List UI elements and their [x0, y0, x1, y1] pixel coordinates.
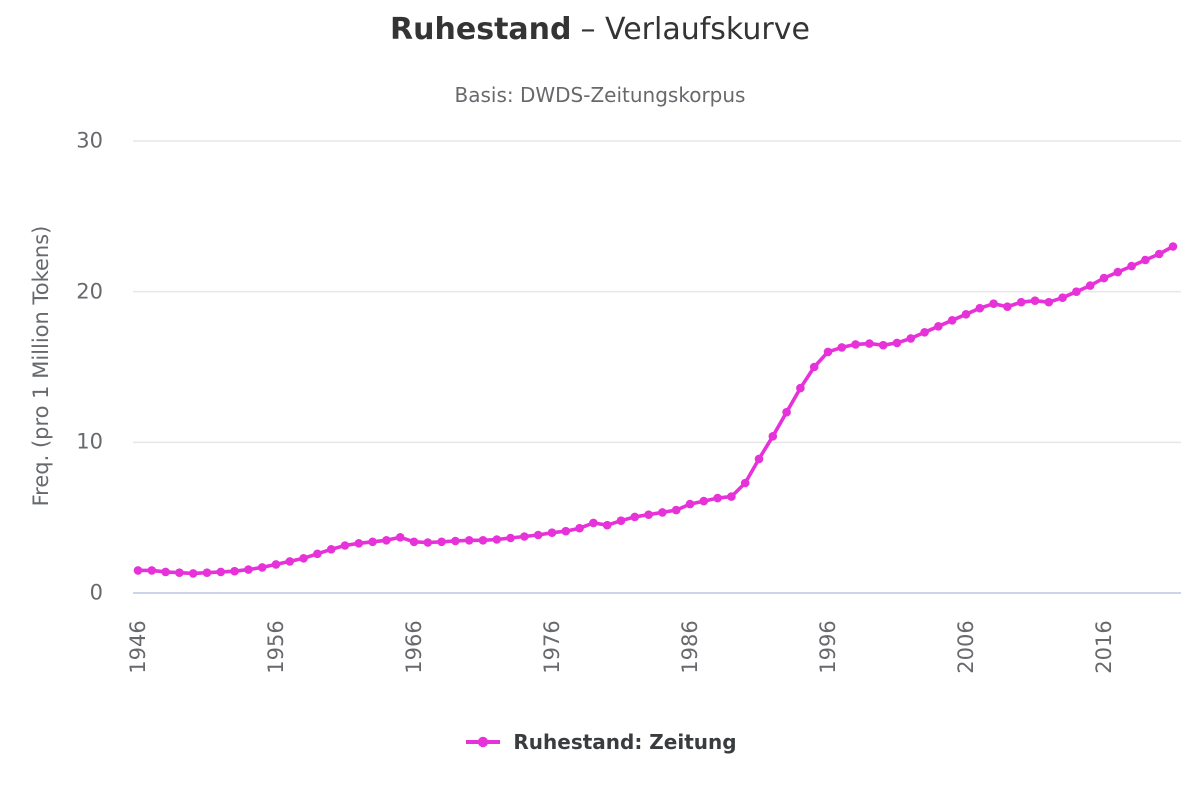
data-point-1962[interactable] [354, 539, 364, 548]
data-point-2006[interactable] [961, 310, 971, 319]
data-point-1988[interactable] [713, 493, 722, 503]
data-point-1970[interactable] [464, 536, 474, 545]
data-point-2007[interactable] [975, 303, 985, 313]
data-point-2015[interactable] [1085, 281, 1095, 290]
data-point-2018[interactable] [1127, 261, 1136, 271]
title-keyword: Ruhestand [390, 12, 572, 47]
data-point-1963[interactable] [368, 537, 377, 547]
data-point-1978[interactable] [575, 523, 584, 533]
data-point-1974[interactable] [520, 532, 529, 541]
data-point-1984[interactable] [658, 508, 667, 517]
data-point-2004[interactable] [934, 322, 943, 331]
data-point-1976[interactable] [547, 528, 557, 537]
data-point-1950[interactable] [188, 569, 198, 578]
data-point-1992[interactable] [768, 432, 778, 441]
x-tick-label: 1976 [540, 620, 564, 674]
data-point-1996[interactable] [823, 347, 833, 357]
data-point-2014[interactable] [1072, 287, 1081, 297]
data-point-2003[interactable] [920, 328, 929, 337]
legend-line-icon [466, 736, 501, 748]
data-point-1982[interactable] [630, 512, 640, 522]
data-point-2002[interactable] [906, 334, 916, 343]
data-point-2009[interactable] [1003, 302, 1012, 312]
data-point-1960[interactable] [326, 545, 336, 554]
chart-subtitle: Basis: DWDS-Zeitungskorpus [454, 83, 746, 107]
data-point-1973[interactable] [506, 533, 515, 543]
data-point-1993[interactable] [782, 407, 791, 417]
data-point-1986[interactable] [685, 499, 695, 509]
data-point-1990[interactable] [740, 478, 750, 488]
data-point-1981[interactable] [616, 516, 626, 525]
data-point-1999[interactable] [865, 339, 874, 348]
data-point-1969[interactable] [451, 536, 460, 546]
page-title: Ruhestand – Verlaufskurve [0, 12, 1200, 47]
data-point-1989[interactable] [727, 492, 736, 501]
x-tick-label: 1986 [678, 620, 702, 674]
data-point-1998[interactable] [851, 340, 860, 349]
x-tick-label: 1946 [126, 620, 150, 674]
data-point-2012[interactable] [1044, 297, 1054, 307]
data-point-2013[interactable] [1058, 293, 1067, 303]
data-point-1961[interactable] [340, 541, 350, 550]
data-point-1995[interactable] [809, 362, 819, 372]
data-point-2005[interactable] [947, 316, 957, 325]
data-point-1953[interactable] [230, 566, 239, 576]
data-point-1946[interactable] [133, 566, 143, 575]
data-point-2000[interactable] [878, 340, 888, 350]
data-point-2020[interactable] [1154, 249, 1164, 259]
data-point-1983[interactable] [644, 510, 653, 519]
x-tick-label: 1996 [816, 620, 840, 674]
data-point-1997[interactable] [837, 343, 847, 352]
y-tick-label: 0 [89, 580, 103, 605]
y-tick-label: 10 [76, 429, 103, 454]
legend-item[interactable]: Ruhestand: Zeitung [0, 730, 1200, 754]
data-point-1987[interactable] [699, 496, 709, 506]
data-point-1971[interactable] [478, 536, 488, 545]
data-point-1994[interactable] [796, 383, 805, 393]
data-point-2017[interactable] [1113, 267, 1123, 277]
data-point-2019[interactable] [1141, 255, 1150, 265]
data-point-1977[interactable] [561, 526, 571, 536]
data-point-1966[interactable] [409, 537, 419, 547]
data-point-1965[interactable] [395, 533, 405, 542]
y-tick-label: 20 [76, 279, 103, 304]
x-tick-label: 2006 [954, 620, 978, 674]
data-point-1955[interactable] [257, 563, 267, 572]
data-point-1991[interactable] [754, 454, 764, 464]
data-point-2010[interactable] [1016, 297, 1026, 307]
data-point-2008[interactable] [989, 299, 998, 309]
data-point-1948[interactable] [161, 567, 170, 577]
data-point-1979[interactable] [589, 518, 598, 528]
data-point-2001[interactable] [892, 338, 902, 348]
data-point-1967[interactable] [423, 538, 433, 547]
x-tick-label: 2016 [1092, 620, 1116, 674]
data-point-1956[interactable] [271, 560, 281, 569]
data-point-2021[interactable] [1168, 242, 1178, 251]
data-point-1968[interactable] [437, 537, 446, 547]
title-suffix: – Verlaufskurve [580, 12, 810, 47]
data-point-2016[interactable] [1099, 273, 1109, 283]
data-point-1951[interactable] [202, 568, 212, 577]
data-point-1958[interactable] [299, 554, 308, 563]
data-point-1980[interactable] [602, 520, 612, 530]
data-point-1949[interactable] [175, 568, 184, 577]
series-line [136, 244, 1175, 576]
data-point-1959[interactable] [313, 549, 322, 559]
data-point-1975[interactable] [533, 530, 543, 540]
data-point-2011[interactable] [1030, 296, 1040, 306]
data-point-1954[interactable] [244, 565, 253, 574]
legend-label: Ruhestand: Zeitung [513, 730, 737, 754]
data-point-1952[interactable] [216, 567, 226, 577]
data-point-1964[interactable] [382, 536, 391, 545]
data-point-1972[interactable] [492, 535, 502, 544]
x-tick-label: 1966 [402, 620, 426, 674]
data-point-1957[interactable] [285, 557, 295, 566]
x-tick-label: 1956 [264, 620, 288, 674]
y-tick-label: 30 [76, 128, 103, 153]
data-point-1985[interactable] [671, 505, 681, 515]
data-point-1947[interactable] [147, 566, 157, 575]
